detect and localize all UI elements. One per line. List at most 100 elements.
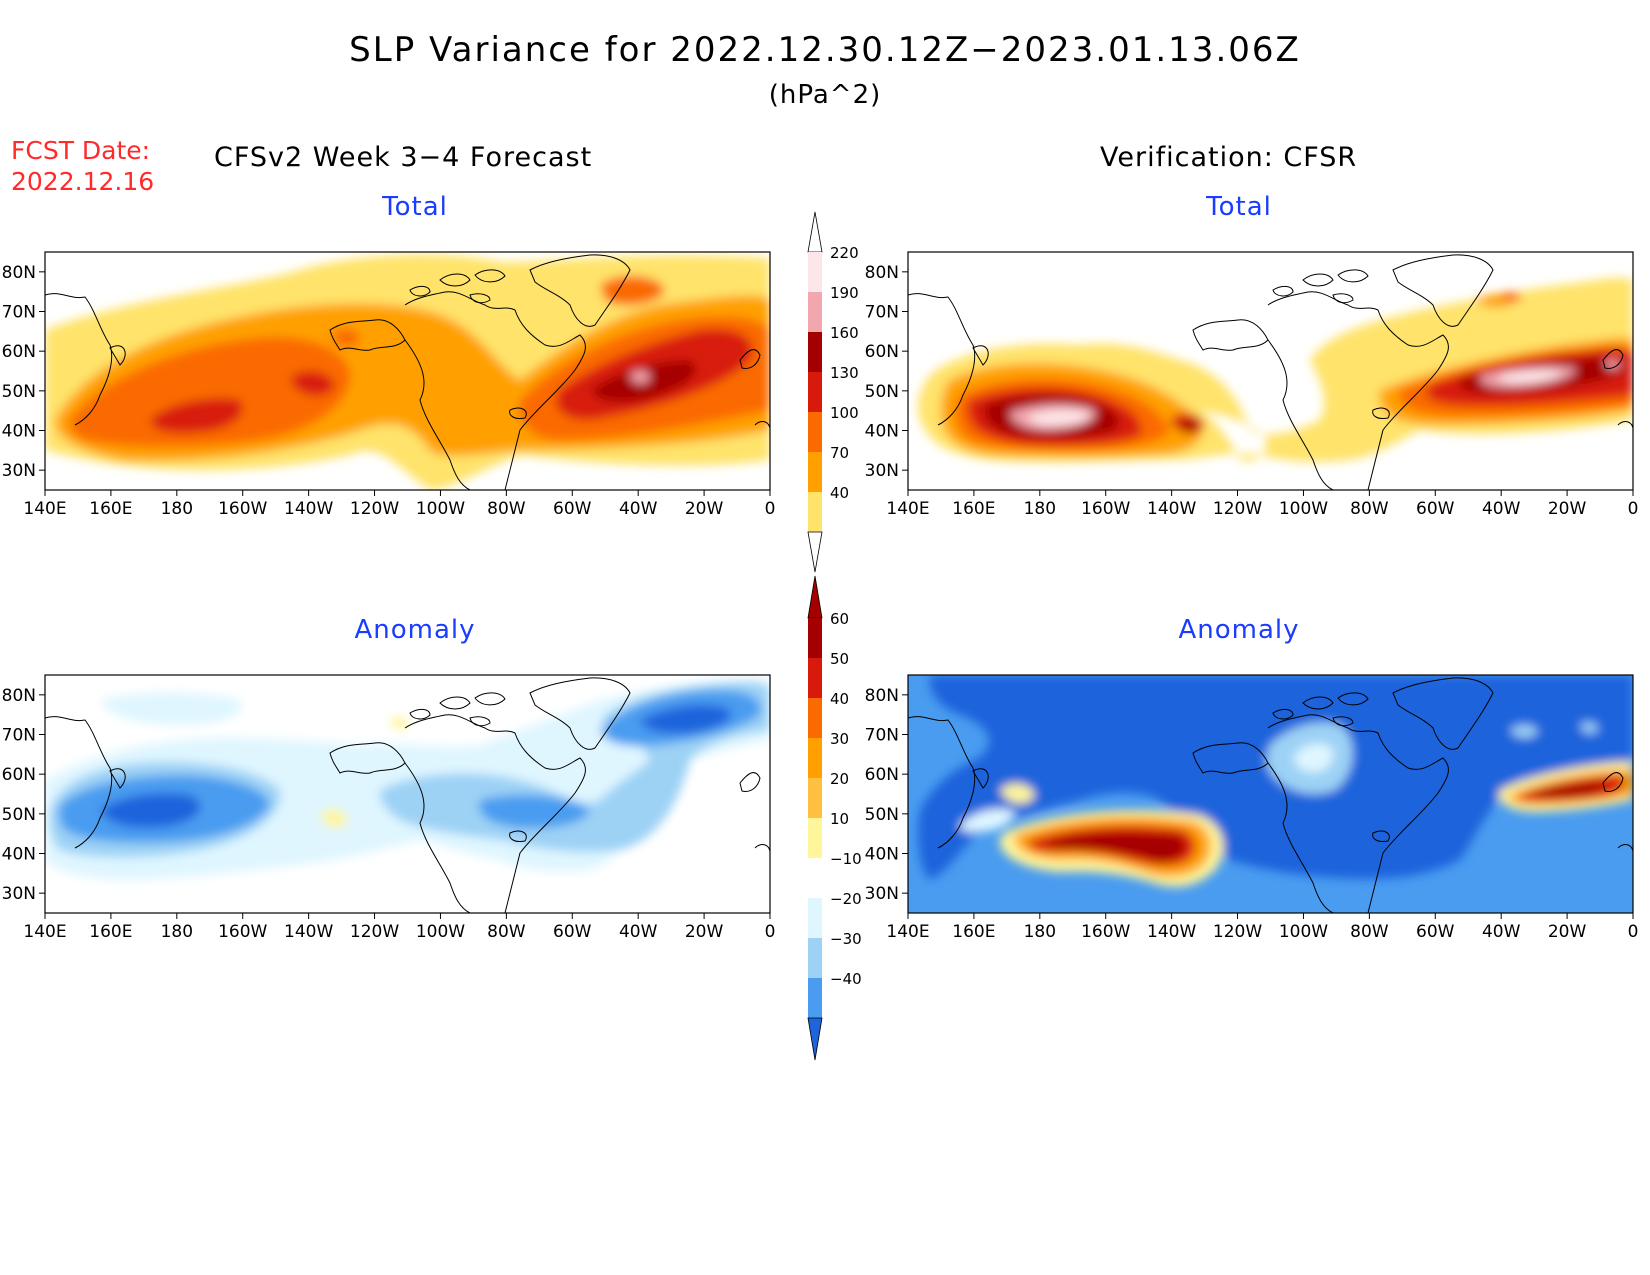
lat-tick-label: 80N	[2, 686, 36, 706]
colorbar-label: 70	[830, 444, 849, 462]
colorbar-label: 30	[830, 730, 849, 748]
lon-tick-label: 100W	[1279, 922, 1328, 942]
colorbar-label: 40	[830, 484, 849, 502]
colorbar-bottom-arrow	[807, 531, 823, 573]
lon-tick-label: 20W	[685, 922, 724, 942]
colorbar-label: 130	[830, 364, 859, 382]
colorbar-label: −20	[830, 890, 862, 908]
coastline-arctic-islands	[1272, 269, 1369, 304]
lon-tick-label: 140E	[886, 922, 929, 942]
lon-tick-label: 80W	[1350, 499, 1389, 519]
lon-tick-label: 180	[1024, 499, 1056, 519]
lat-tick-label: 40N	[2, 422, 36, 442]
verification-heading: Verification: CFSR	[1100, 142, 1358, 173]
colorbar-segment	[808, 818, 822, 858]
forecast-date-label: FCST Date:	[11, 136, 151, 165]
verification-anomaly-title: Anomaly	[1178, 615, 1300, 645]
colorbar-segment	[808, 412, 822, 452]
colorbar-segment	[808, 332, 822, 372]
lat-tick-label: 50N	[865, 382, 899, 402]
lat-tick-label: 60N	[2, 765, 36, 785]
lon-tick-label: 120W	[1213, 499, 1262, 519]
lon-tick-label: 20W	[1548, 499, 1587, 519]
lon-tick-label: 80W	[487, 499, 526, 519]
lon-tick-label: 160W	[1081, 499, 1130, 519]
lon-tick-label: 140W	[1147, 922, 1196, 942]
coastline-asia	[908, 293, 989, 426]
coastline-asia	[908, 716, 989, 849]
lon-tick-label: 40W	[1482, 922, 1521, 942]
coastline-alaska	[329, 742, 406, 774]
fill-pos10	[320, 717, 408, 828]
lon-tick-label: 100W	[1279, 499, 1328, 519]
lon-tick-label: 140W	[1147, 499, 1196, 519]
coastline-europe	[1602, 349, 1633, 429]
fill-220	[1029, 370, 1562, 426]
colorbar-segment	[808, 938, 822, 978]
lon-tick-label: 140W	[284, 499, 333, 519]
fill-neg40	[100, 704, 731, 828]
colorbar-segment	[808, 698, 822, 738]
lon-tick-label: 0	[1628, 499, 1639, 519]
lon-tick-label: 80W	[487, 922, 526, 942]
colorbar-segment	[808, 738, 822, 778]
coastline-north-america	[1267, 714, 1449, 913]
lat-tick-label: 60N	[865, 765, 899, 785]
forecast-heading: CFSv2 Week 3−4 Forecast	[214, 142, 593, 173]
lat-tick-label: 60N	[2, 342, 36, 362]
colorbar-segment	[808, 372, 822, 412]
forecast-anomaly-map	[44, 674, 771, 914]
coastline-asia	[45, 716, 126, 849]
lon-tick-label: 40W	[619, 499, 658, 519]
lat-tick-label: 80N	[865, 263, 899, 283]
lon-tick-label: 140E	[23, 499, 66, 519]
lon-tick-label: 160W	[218, 499, 267, 519]
colorbar-label: 160	[830, 324, 859, 342]
colorbar-label: 20	[830, 770, 849, 788]
lon-tick-label: 120W	[350, 499, 399, 519]
coastline-north-america	[404, 714, 586, 913]
colorbar-anomaly: 60 50 40 30 20 10 −10 −20 −30 −40	[807, 575, 862, 1061]
lon-tick-label: 160E	[89, 922, 132, 942]
coastline-arctic-islands	[409, 692, 506, 727]
lon-tick-label: 180	[1024, 922, 1056, 942]
colorbar-label: −40	[830, 970, 862, 988]
fill-neg10	[959, 743, 1334, 832]
lon-tick-label: 40W	[1482, 499, 1521, 519]
lon-tick-label: 180	[161, 499, 193, 519]
forecast-total-map	[44, 251, 771, 491]
fill-130	[150, 329, 753, 433]
coastline-alaska	[1192, 319, 1269, 351]
lon-tick-label: 0	[1628, 922, 1639, 942]
lon-tick-label: 20W	[685, 499, 724, 519]
colorbar-label: 220	[830, 244, 859, 262]
lat-tick-label: 30N	[865, 884, 899, 904]
lat-tick-label: 40N	[865, 845, 899, 865]
colorbar-label: 100	[830, 404, 859, 422]
forecast-anomaly-title: Anomaly	[354, 615, 476, 645]
lat-tick-label: 40N	[2, 845, 36, 865]
lon-tick-label: 20W	[1548, 922, 1587, 942]
colorbar-label: −30	[830, 930, 862, 948]
lon-tick-label: 0	[765, 922, 776, 942]
lon-tick-label: 160E	[952, 922, 995, 942]
lon-tick-label: 140E	[886, 499, 929, 519]
coastline-europe	[739, 772, 770, 852]
units-label: (hPa^2)	[768, 80, 882, 110]
colorbar-segment	[808, 898, 822, 938]
lon-tick-label: 60W	[1416, 499, 1455, 519]
lat-tick-label: 50N	[2, 382, 36, 402]
lat-tick-label: 70N	[865, 726, 899, 746]
colorbar-top-arrow	[807, 575, 823, 619]
great-lakes	[509, 830, 527, 842]
lon-tick-label: 80W	[1350, 922, 1389, 942]
colorbar-label: 190	[830, 284, 859, 302]
lon-tick-label: 60W	[553, 499, 592, 519]
coastline-greenland	[1392, 254, 1494, 327]
lon-tick-label: 120W	[350, 922, 399, 942]
verification-anomaly-map	[907, 674, 1634, 914]
lat-tick-label: 30N	[865, 461, 899, 481]
verification-total-map	[907, 251, 1634, 491]
coastline-alaska	[329, 319, 406, 351]
